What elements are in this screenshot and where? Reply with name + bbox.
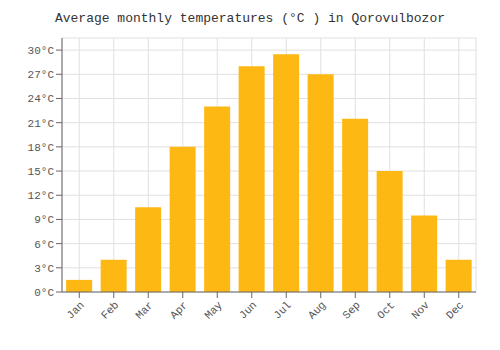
svg-text:21°C: 21°C <box>28 118 55 130</box>
svg-text:24°C: 24°C <box>28 93 55 105</box>
svg-text:15°C: 15°C <box>28 166 55 178</box>
svg-text:Dec: Dec <box>444 299 466 321</box>
svg-text:30°C: 30°C <box>28 45 55 57</box>
svg-text:9°C: 9°C <box>34 214 54 226</box>
svg-text:Jul: Jul <box>271 299 293 321</box>
svg-text:6°C: 6°C <box>34 239 54 251</box>
svg-text:Jan: Jan <box>64 299 86 321</box>
svg-text:May: May <box>202 299 225 322</box>
svg-text:27°C: 27°C <box>28 69 55 81</box>
svg-text:Apr: Apr <box>168 299 190 321</box>
svg-text:Oct: Oct <box>375 299 397 321</box>
svg-text:Nov: Nov <box>409 299 432 322</box>
svg-text:Mar: Mar <box>133 299 155 321</box>
svg-text:Sep: Sep <box>340 299 362 321</box>
svg-text:Jun: Jun <box>237 299 259 321</box>
svg-text:Feb: Feb <box>99 299 121 321</box>
svg-text:18°C: 18°C <box>28 142 55 154</box>
svg-text:Aug: Aug <box>306 299 328 321</box>
html-text:Average monthly temperatures (: Average monthly temperatures (°C ) in Qo… <box>55 11 445 26</box>
svg-text:12°C: 12°C <box>28 190 55 202</box>
svg-text:0°C: 0°C <box>34 287 54 299</box>
svg-text:3°C: 3°C <box>34 263 54 275</box>
